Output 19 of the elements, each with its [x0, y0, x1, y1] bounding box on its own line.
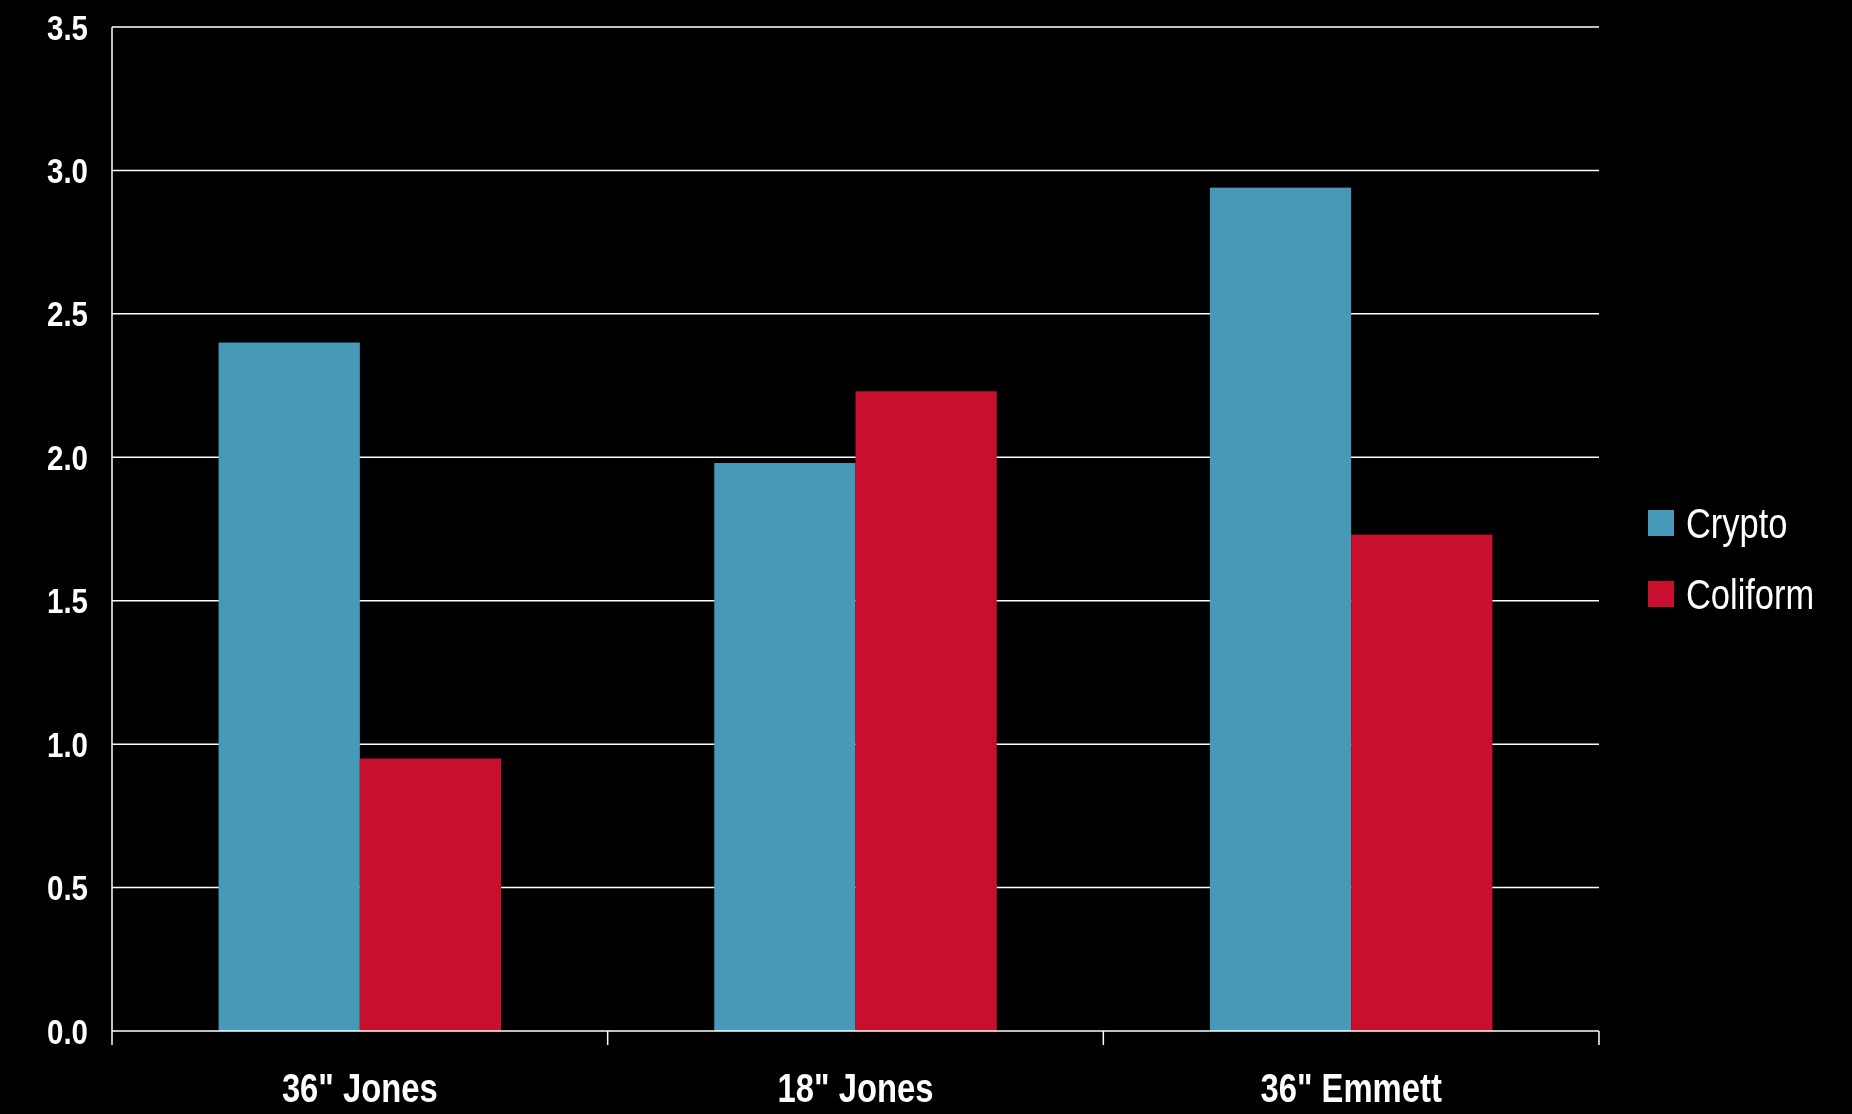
- x-tick-label: 18" Jones: [777, 1065, 934, 1111]
- y-tick-label: 3.0: [46, 150, 88, 191]
- bar: [1351, 534, 1493, 1031]
- y-tick-label: 2.0: [46, 437, 88, 478]
- bar: [218, 342, 360, 1031]
- y-tick-label: 1.0: [46, 723, 88, 765]
- bar: [359, 758, 502, 1031]
- bar: [855, 391, 997, 1031]
- y-tick-label: 0.5: [46, 867, 88, 908]
- legend-label: Coliform: [1686, 570, 1815, 618]
- y-tick-label: 1.5: [46, 580, 88, 621]
- legend-label: Crypto: [1686, 499, 1788, 547]
- y-tick-label: 3.5: [46, 6, 88, 48]
- y-tick-label: 2.5: [46, 293, 88, 335]
- y-tick-label: 0.0: [46, 1010, 88, 1052]
- bar: [714, 463, 856, 1031]
- bar: [1209, 187, 1352, 1031]
- x-tick-label: 36" Jones: [281, 1065, 438, 1111]
- x-tick-label: 36" Emmett: [1260, 1065, 1442, 1111]
